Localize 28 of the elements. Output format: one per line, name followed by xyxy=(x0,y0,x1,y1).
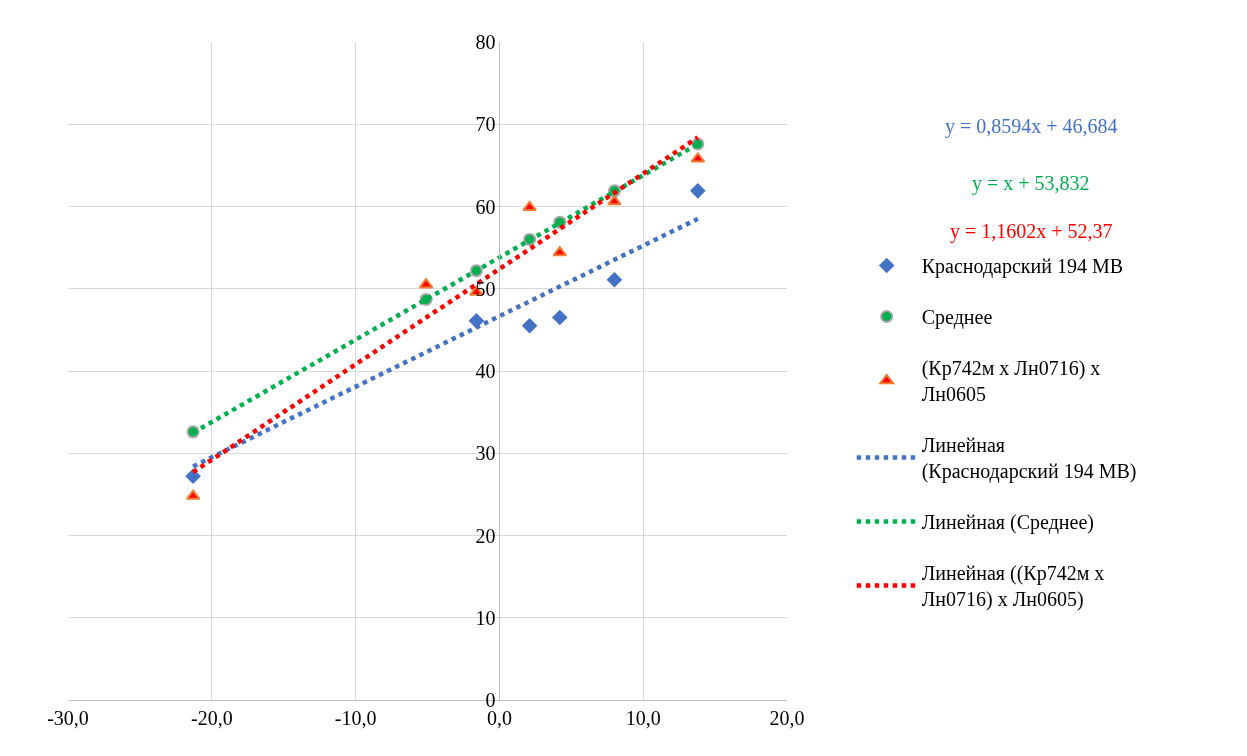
point xyxy=(468,313,485,329)
point xyxy=(552,309,568,326)
point xyxy=(521,317,538,334)
text: y = 0,8594x + 46,684 xyxy=(945,115,1118,138)
y-tick-label: 10 xyxy=(475,606,496,629)
x-tick-label: -20,0 xyxy=(190,707,233,729)
y-tick-label: 70 xyxy=(475,113,496,136)
legend-label: Линейная ((Кр742м х Лн0716) х Лн0605) xyxy=(921,562,1105,612)
legend-label: Краснодарский 194 МВ xyxy=(921,255,1124,279)
y-tick-label: 60 xyxy=(475,195,496,218)
legend-label: Линейная (Среднее) xyxy=(921,511,1094,535)
y-tick-label: 80 xyxy=(475,31,496,53)
y-tick-label: 40 xyxy=(475,360,496,382)
point xyxy=(690,183,706,199)
legend-label: Среднее xyxy=(921,306,993,330)
x-tick-label: -30,0 xyxy=(47,707,89,729)
legend-label: (Кр742м х Лн0716) х Лн0605 xyxy=(921,357,1101,406)
y-tick-label: 20 xyxy=(475,524,496,547)
point xyxy=(607,195,622,206)
text: y = x + 53,832 xyxy=(972,172,1090,195)
y-tick-label: 30 xyxy=(475,442,496,465)
x-tick-label: -10,0 xyxy=(334,707,377,729)
x-tick-label: 20,0 xyxy=(769,707,805,729)
x-tick-label: 10,0 xyxy=(625,707,661,729)
legend-label: Линейная (Краснодарский 194 МВ) xyxy=(921,434,1137,484)
point xyxy=(606,271,623,288)
text: y = 1,1602x + 52,37 xyxy=(950,220,1113,243)
point xyxy=(522,200,537,212)
